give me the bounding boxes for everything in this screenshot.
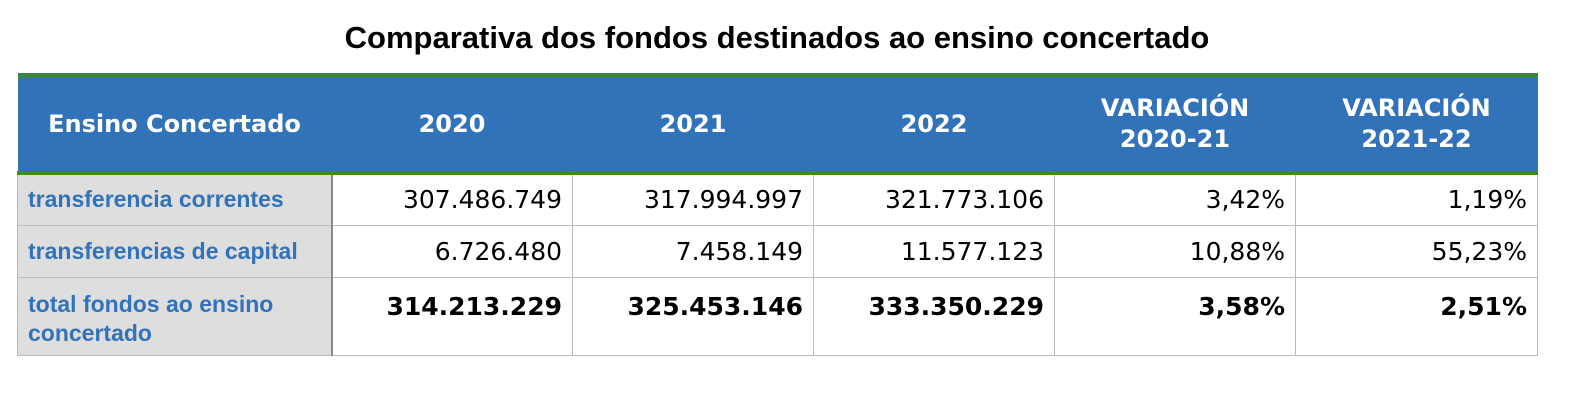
cell-2022: 11.577.123 bbox=[813, 224, 1055, 278]
header-2021: 2021 bbox=[572, 73, 814, 175]
row-label: transferencia correntes bbox=[17, 172, 333, 226]
row-label-total-line1: total fondos ao ensino bbox=[28, 290, 274, 317]
header-2021-text: 2021 bbox=[659, 109, 727, 138]
table-row-total: total fondos ao ensino concertado 314.21… bbox=[17, 276, 1538, 356]
header-2022: 2022 bbox=[813, 73, 1055, 175]
cell-2021: 317.994.997 bbox=[572, 172, 814, 226]
row-label-total: total fondos ao ensino concertado bbox=[17, 276, 333, 356]
header-2020: 2020 bbox=[331, 73, 573, 175]
header-label: Ensino Concertado bbox=[17, 73, 332, 175]
cell-2020-total: 314.213.229 bbox=[331, 276, 573, 356]
cell-variation-2020-21-total: 3,58% bbox=[1054, 276, 1296, 356]
row-label: transferencias de capital bbox=[17, 224, 333, 278]
page-title: Comparativa dos fondos destinados ao ens… bbox=[344, 20, 1210, 55]
header-variation-2020-21-line2: 2020-21 bbox=[1119, 125, 1231, 153]
cell-variation-2021-22: 1,19% bbox=[1295, 172, 1538, 226]
table-row: transferencias de capital 6.726.480 7.45… bbox=[17, 224, 1538, 278]
table-row: transferencia correntes 307.486.749 317.… bbox=[17, 172, 1538, 226]
header-2020-text: 2020 bbox=[418, 109, 486, 138]
header-label-text: Ensino Concertado bbox=[48, 109, 301, 138]
cell-2021-total: 325.453.146 bbox=[572, 276, 814, 356]
cell-variation-2021-22-total: 2,51% bbox=[1295, 276, 1538, 356]
header-variation-2021-22: VARIACIÓN 2021-22 bbox=[1295, 73, 1538, 175]
header-row: Ensino Concertado 2020 2021 2022 VARIACI… bbox=[17, 73, 1538, 175]
cell-variation-2020-21: 10,88% bbox=[1054, 224, 1296, 278]
cell-2020: 307.486.749 bbox=[331, 172, 573, 226]
cell-2020: 6.726.480 bbox=[331, 224, 573, 278]
header-variation-2020-21: VARIACIÓN 2020-21 bbox=[1054, 73, 1296, 175]
header-variation-2021-22-line2: 2021-22 bbox=[1361, 125, 1472, 153]
header-2022-text: 2022 bbox=[900, 109, 968, 138]
cell-variation-2020-21: 3,42% bbox=[1054, 172, 1296, 226]
row-label-total-line2: concertado bbox=[28, 319, 152, 346]
cell-2022: 321.773.106 bbox=[813, 172, 1055, 226]
funding-table: Ensino Concertado 2020 2021 2022 VARIACI… bbox=[17, 73, 1538, 356]
cell-variation-2021-22: 55,23% bbox=[1295, 224, 1538, 278]
cell-2021: 7.458.149 bbox=[572, 224, 814, 278]
header-variation-2020-21-line1: VARIACIÓN bbox=[1100, 94, 1250, 122]
cell-2022-total: 333.350.229 bbox=[813, 276, 1055, 356]
header-variation-2021-22-line1: VARIACIÓN bbox=[1342, 94, 1491, 122]
